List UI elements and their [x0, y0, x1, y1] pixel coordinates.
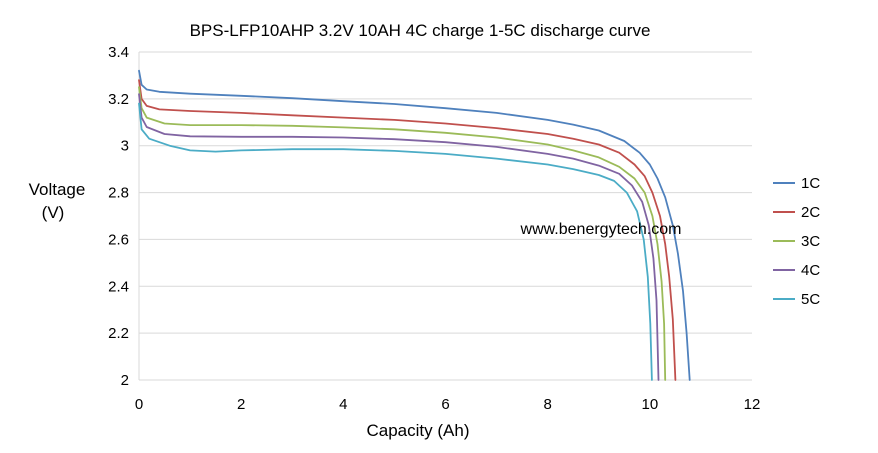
legend-label-5c: 5C	[801, 291, 820, 308]
legend-label-3c: 3C	[801, 233, 820, 250]
legend-label-2c: 2C	[801, 204, 820, 221]
series-line-2c	[138, 79, 677, 381]
series-line-5c	[138, 102, 653, 381]
x-axis-label: Capacity (Ah)	[367, 421, 470, 440]
y-tick-label: 2.8	[108, 185, 129, 202]
chart-title: BPS-LFP10AHP 3.2V 10AH 4C charge 1-5C di…	[190, 21, 651, 40]
grid-lines	[138, 51, 752, 381]
y-tick-label: 3	[121, 138, 129, 155]
x-tick-label: 12	[744, 396, 761, 413]
y-tick-label: 2.4	[108, 278, 129, 295]
y-tick-label: 2.6	[108, 231, 129, 248]
y-tick-label: 3.2	[108, 91, 129, 108]
x-tick-label: 8	[543, 396, 551, 413]
legend: 1C 2C 3C 4C 5C	[773, 175, 820, 308]
x-tick-labels: 0 2 4 6 8 10 12	[135, 396, 761, 413]
series-line-4c	[138, 93, 660, 381]
series-lines	[138, 69, 691, 381]
y-axis-label-line1: Voltage	[29, 180, 86, 199]
series-line-1c	[138, 69, 691, 381]
y-tick-label: 2.2	[108, 325, 129, 342]
legend-label-4c: 4C	[801, 262, 820, 279]
legend-label-1c: 1C	[801, 175, 820, 192]
x-tick-label: 2	[237, 396, 245, 413]
y-axis-label-line2: (V)	[42, 203, 65, 222]
y-tick-label: 3.4	[108, 44, 129, 61]
x-tick-label: 6	[441, 396, 449, 413]
x-tick-label: 4	[339, 396, 347, 413]
y-tick-labels: 2 2.2 2.4 2.6 2.8 3 3.2 3.4	[108, 44, 129, 389]
series-line-3c	[138, 86, 667, 381]
watermark-annotation: www.benergytech.com	[520, 221, 682, 238]
y-tick-label: 2	[121, 372, 129, 389]
x-tick-label: 0	[135, 396, 143, 413]
x-tick-label: 10	[641, 396, 658, 413]
